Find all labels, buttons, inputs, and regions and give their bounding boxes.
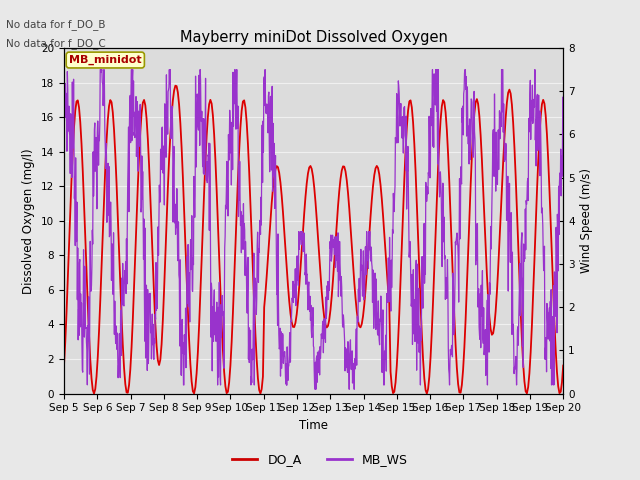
X-axis label: Time: Time	[299, 419, 328, 432]
Text: No data for f_DO_B: No data for f_DO_B	[6, 19, 106, 30]
Y-axis label: Wind Speed (m/s): Wind Speed (m/s)	[580, 168, 593, 273]
Y-axis label: Dissolved Oxygen (mg/l): Dissolved Oxygen (mg/l)	[22, 148, 35, 294]
Legend: DO_A, MB_WS: DO_A, MB_WS	[227, 448, 413, 471]
Text: MB_minidot: MB_minidot	[69, 55, 141, 65]
Text: No data for f_DO_C: No data for f_DO_C	[6, 38, 106, 49]
Title: Mayberry miniDot Dissolved Oxygen: Mayberry miniDot Dissolved Oxygen	[180, 30, 447, 46]
